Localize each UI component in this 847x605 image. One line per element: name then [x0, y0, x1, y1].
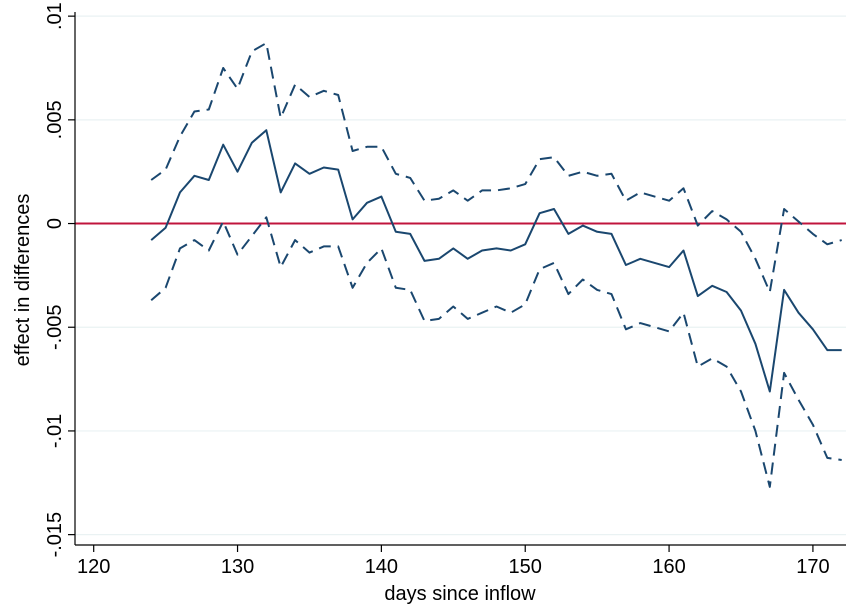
x-tick-label: 160 [652, 556, 685, 578]
x-tick-label: 130 [221, 556, 254, 578]
y-tick-label: -.015 [44, 512, 66, 558]
x-tick-label: 150 [509, 556, 542, 578]
y-tick-label: .005 [44, 100, 66, 139]
x-axis-title: days since inflow [384, 583, 536, 605]
x-tick-label: 140 [365, 556, 398, 578]
y-axis-title: effect in differences [12, 194, 34, 367]
y-tick-label: -.01 [44, 414, 66, 448]
x-tick-label: 170 [796, 556, 829, 578]
lower-confidence-line [150, 216, 842, 488]
x-tick-label: 120 [77, 556, 110, 578]
upper-confidence-line [150, 42, 842, 293]
series-layer [150, 42, 842, 488]
grid-lines [75, 15, 846, 536]
y-tick-label: -.005 [44, 304, 66, 350]
y-tick-label: .01 [44, 2, 66, 30]
x-axis-ticks: 120 130 140 150 160 170 [77, 545, 830, 578]
y-axis-ticks: .01 .005 0 -.005 -.01 -.015 [44, 2, 75, 557]
point-estimate-line [150, 129, 842, 393]
y-tick-label: 0 [44, 218, 66, 229]
axes [74, 12, 846, 546]
